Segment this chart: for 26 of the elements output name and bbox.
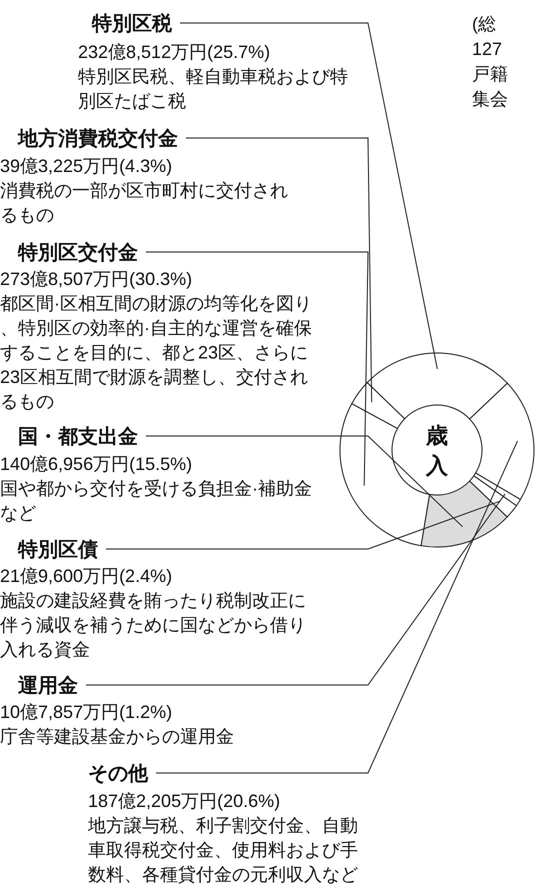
data-label: 273億8,507万円(30.3%) bbox=[0, 269, 192, 289]
text: 歳入 bbox=[425, 423, 449, 478]
text: 国や都から交付を受ける負担金·補助金など bbox=[0, 478, 312, 523]
data-label: 39億3,225万円(4.3%) bbox=[0, 156, 172, 176]
text: 戸籍 bbox=[472, 64, 508, 84]
text: 消費税の一部が区市町村に交付されるもの bbox=[0, 180, 288, 225]
data-label: 21億9,600万円(2.4%) bbox=[0, 566, 172, 586]
slice-label: 運用金 bbox=[17, 675, 78, 697]
slice-label: 国・都支出金 bbox=[18, 426, 138, 448]
data-label: 232億8,512万円(25.7%) bbox=[78, 42, 270, 62]
slice-label: 特別区交付金 bbox=[17, 241, 138, 264]
text: 地方譲与税、利子割交付金、自動車取得税交付金、使用料および手数料、各種貸付金の元利収入など bbox=[88, 816, 358, 884]
slice-label: 地方消費税交付金 bbox=[17, 127, 178, 150]
slice-label: その他 bbox=[88, 763, 149, 785]
data-label: 140億6,956万円(15.5%) bbox=[0, 454, 192, 474]
text: 127 bbox=[472, 39, 502, 59]
text: 庁舎等建設基金からの運用金 bbox=[0, 726, 234, 746]
text: 特別区民税、軽自動車税および特別区たばこ税 bbox=[78, 66, 348, 111]
slice-label: 特別区税 bbox=[91, 12, 173, 35]
text: 都区間·区相互間の財源の均等化を図り、特別区の効率的·自主的な運営を確保することを目的に、都と23区、さらに23区相互間で財源を調整し、交付されるもの bbox=[0, 294, 312, 412]
data-label: 187億2,205万円(20.6%) bbox=[88, 791, 280, 811]
slice-label: 特別区債 bbox=[17, 539, 98, 561]
data-label: 10億7,857万円(1.2%) bbox=[0, 702, 172, 722]
text: (総 bbox=[472, 14, 496, 34]
text: 集会 bbox=[472, 89, 508, 109]
text: 施設の建設経費を賄ったり税制改正に伴う減収を補うために国などから借り入れる資金 bbox=[0, 590, 306, 660]
